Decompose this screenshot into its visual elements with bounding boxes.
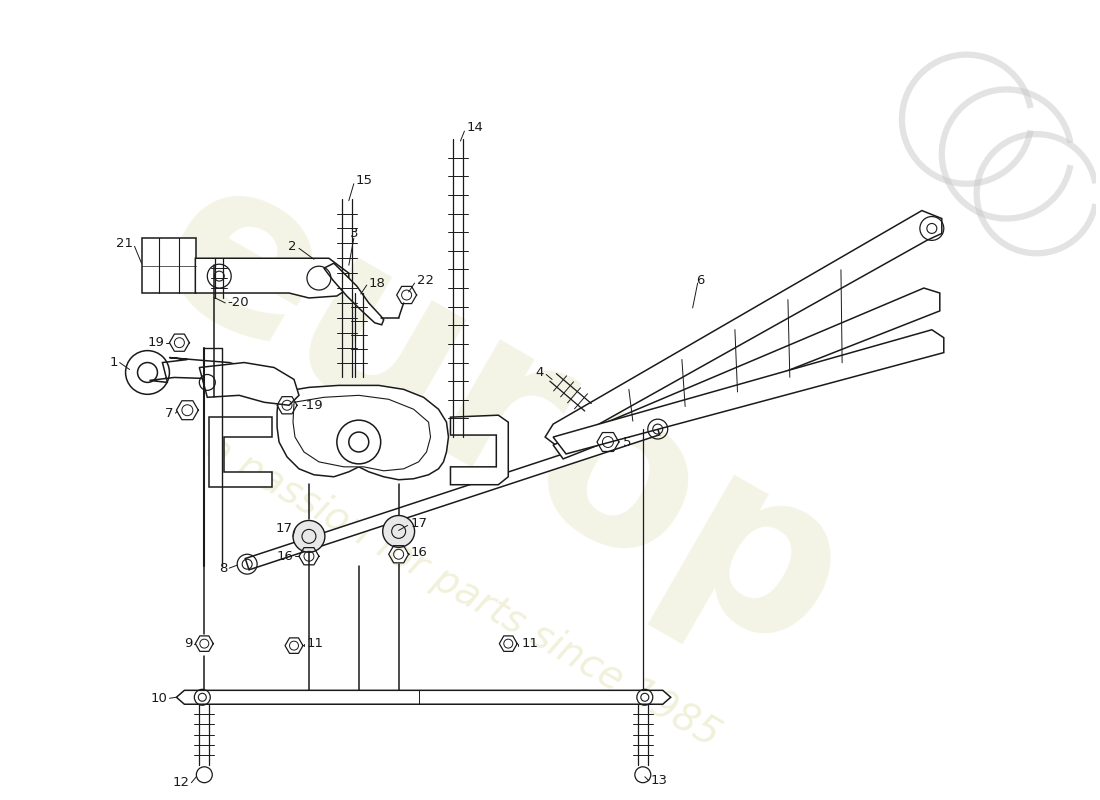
Text: 5: 5 <box>623 435 631 449</box>
Text: 13: 13 <box>651 774 668 787</box>
Text: a passion for parts since 1985: a passion for parts since 1985 <box>199 428 727 754</box>
Text: 3: 3 <box>350 227 358 240</box>
Polygon shape <box>209 417 272 486</box>
Text: 15: 15 <box>355 174 373 187</box>
Polygon shape <box>323 263 384 325</box>
Polygon shape <box>150 358 264 387</box>
Text: 6: 6 <box>695 274 704 286</box>
Text: 4: 4 <box>536 366 544 379</box>
Text: 11: 11 <box>521 637 538 650</box>
Text: 21: 21 <box>116 237 132 250</box>
Text: 1: 1 <box>109 356 118 369</box>
Text: 8: 8 <box>219 562 228 574</box>
Polygon shape <box>553 288 939 459</box>
Text: 17: 17 <box>410 517 428 530</box>
Text: 22: 22 <box>417 274 433 286</box>
Polygon shape <box>553 330 944 454</box>
Text: 18: 18 <box>368 277 386 290</box>
Polygon shape <box>142 238 196 293</box>
Text: 7: 7 <box>165 406 174 420</box>
Text: 12: 12 <box>173 776 189 789</box>
Text: -20: -20 <box>228 297 249 310</box>
Polygon shape <box>245 423 660 570</box>
Text: 11: 11 <box>307 637 324 650</box>
Text: 10: 10 <box>151 692 167 705</box>
Text: 9: 9 <box>184 637 192 650</box>
Text: 2: 2 <box>288 240 297 253</box>
Polygon shape <box>196 258 349 298</box>
Text: 16: 16 <box>410 546 428 558</box>
Circle shape <box>383 515 415 547</box>
Text: -19: -19 <box>301 398 322 412</box>
Polygon shape <box>293 395 430 471</box>
Circle shape <box>293 521 324 552</box>
Text: 19: 19 <box>147 336 164 349</box>
Text: 17: 17 <box>276 522 293 535</box>
Polygon shape <box>451 415 508 485</box>
Polygon shape <box>199 362 299 406</box>
Polygon shape <box>546 210 942 447</box>
Polygon shape <box>277 386 449 480</box>
Polygon shape <box>176 690 671 704</box>
Text: 14: 14 <box>466 121 483 134</box>
Text: europ: europ <box>120 133 883 702</box>
Text: 16: 16 <box>276 550 293 562</box>
